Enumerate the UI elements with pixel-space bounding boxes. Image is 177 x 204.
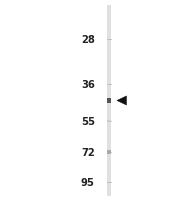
Text: 72: 72	[81, 147, 95, 157]
Text: 95: 95	[81, 178, 95, 187]
Text: 28: 28	[81, 35, 95, 45]
Bar	[107, 98, 111, 104]
Polygon shape	[117, 96, 127, 106]
Text: 36: 36	[81, 80, 95, 90]
Bar	[107, 6, 111, 196]
Text: 55: 55	[81, 116, 95, 126]
Bar	[107, 120, 111, 123]
Bar	[107, 150, 111, 154]
